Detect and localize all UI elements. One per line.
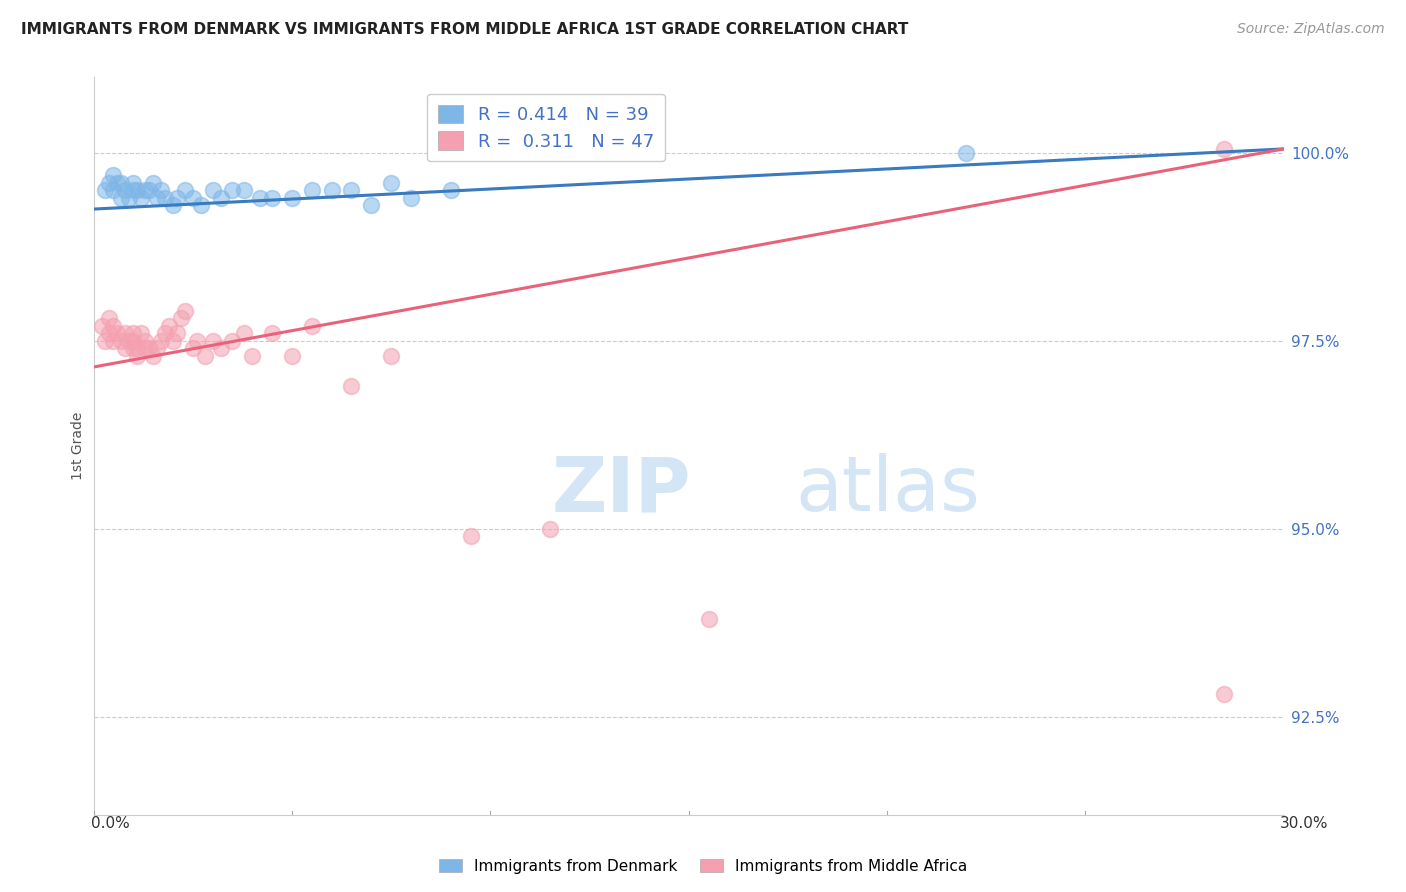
Point [173,183,195,197]
Point [162,198,184,212]
Point [233,183,256,197]
Point [98,326,121,341]
Point [105,326,128,341]
Point [240,349,263,363]
Point [340,379,363,393]
Text: atlas: atlas [796,453,981,527]
Point [114,183,136,197]
Point [281,191,304,205]
Point [460,529,482,543]
Point [118,191,141,205]
Point [103,318,125,333]
Point [166,191,188,205]
Point [110,191,132,205]
Point [150,183,173,197]
Point [201,334,224,348]
Text: 30.0%: 30.0% [1281,816,1329,831]
Point [440,183,463,197]
Point [142,176,165,190]
Text: 0.0%: 0.0% [91,816,131,831]
Point [201,183,224,197]
Text: IMMIGRANTS FROM DENMARK VS IMMIGRANTS FROM MIDDLE AFRICA 1ST GRADE CORRELATION C: IMMIGRANTS FROM DENMARK VS IMMIGRANTS FR… [21,22,908,37]
Point [118,334,141,348]
Point [221,183,243,197]
Point [98,311,121,326]
Point [146,191,169,205]
Point [538,522,561,536]
Point [221,334,243,348]
Point [1213,142,1236,156]
Point [122,326,145,341]
Legend: Immigrants from Denmark, Immigrants from Middle Africa: Immigrants from Denmark, Immigrants from… [433,853,973,880]
Point [162,334,184,348]
Point [134,183,156,197]
Text: ZIP: ZIP [551,453,692,527]
Point [157,318,180,333]
Point [94,334,117,348]
Point [380,349,402,363]
Point [173,303,195,318]
Point [138,341,160,355]
Point [194,349,217,363]
Point [127,349,149,363]
Point [340,183,363,197]
Point [142,349,165,363]
Point [380,176,402,190]
Point [360,198,382,212]
Point [281,349,304,363]
Text: Source: ZipAtlas.com: Source: ZipAtlas.com [1237,22,1385,37]
Point [98,176,121,190]
Point [90,318,112,333]
Point [129,191,152,205]
Point [955,145,977,160]
Point [1213,687,1236,701]
Point [153,191,176,205]
Point [110,334,132,348]
Point [321,183,343,197]
Point [122,341,145,355]
Point [122,176,145,190]
Point [209,341,232,355]
Point [166,326,188,341]
Point [170,311,193,326]
Point [103,183,125,197]
Y-axis label: 1st Grade: 1st Grade [72,412,86,480]
Point [110,176,132,190]
Point [94,183,117,197]
Point [114,341,136,355]
Point [301,318,323,333]
Point [249,191,271,205]
Point [186,334,208,348]
Point [697,612,720,626]
Point [127,341,149,355]
Point [127,183,149,197]
Point [153,326,176,341]
Point [262,326,284,341]
Point [122,183,145,197]
Point [181,341,204,355]
Point [262,191,284,205]
Point [181,191,204,205]
Point [233,326,256,341]
Point [134,341,156,355]
Point [103,334,125,348]
Point [103,168,125,182]
Point [134,334,156,348]
Point [114,326,136,341]
Point [146,341,169,355]
Legend: R = 0.414   N = 39, R =  0.311   N = 47: R = 0.414 N = 39, R = 0.311 N = 47 [427,94,665,161]
Point [138,183,160,197]
Point [190,198,212,212]
Point [301,183,323,197]
Point [105,176,128,190]
Point [150,334,173,348]
Point [129,326,152,341]
Point [209,191,232,205]
Point [122,334,145,348]
Point [399,191,422,205]
